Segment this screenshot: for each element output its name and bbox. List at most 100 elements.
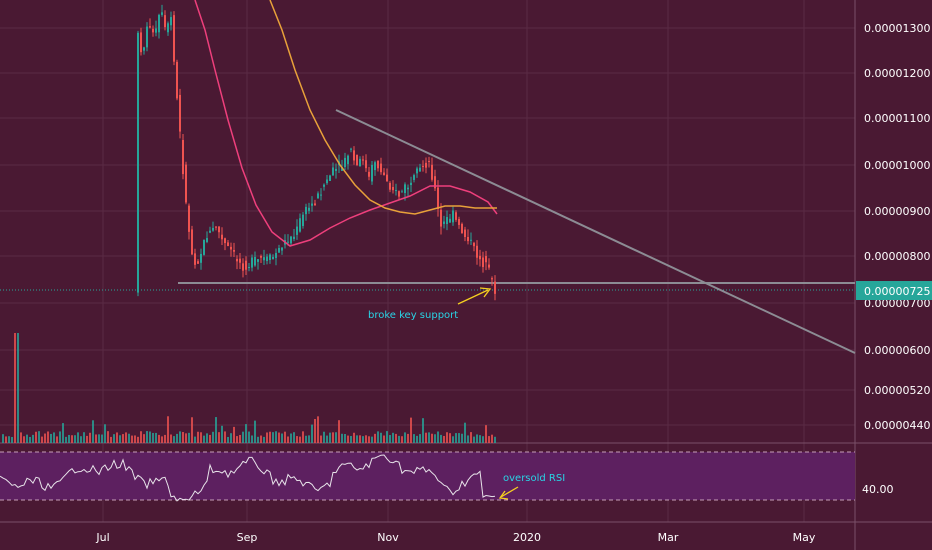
volume-bar [269, 431, 271, 443]
price-tick-label: 0.00001100 [864, 112, 930, 125]
volume-bar [245, 424, 247, 443]
candle-body [170, 17, 172, 26]
volume-bar [488, 436, 490, 443]
volume-bar [191, 417, 193, 443]
rsi-level-label: 40.00 [862, 483, 894, 496]
candle-body [146, 26, 148, 48]
volume-bar [359, 435, 361, 443]
candle-body [158, 14, 160, 33]
time-tick-label: May [793, 531, 816, 544]
volume-bar [215, 417, 217, 443]
candle-body [488, 264, 490, 268]
candle-body [377, 160, 379, 169]
volume-bar [80, 436, 82, 443]
volume-bar [194, 436, 196, 443]
volume-bar [242, 431, 244, 443]
volume-bar [131, 435, 133, 443]
volume-bar [428, 432, 430, 443]
volume-bar [311, 424, 313, 443]
candle-body [272, 256, 274, 260]
volume-bar [344, 433, 346, 443]
candle-body [335, 168, 337, 171]
candle-body [344, 157, 346, 168]
volume-bar [476, 434, 478, 443]
candle-body [143, 47, 145, 51]
candle-body [260, 255, 262, 258]
candle-body [212, 227, 214, 231]
volume-bar [224, 431, 226, 443]
volume-bar [254, 420, 256, 443]
candle-body [302, 214, 304, 226]
price-tick-label: 0.00001000 [864, 159, 930, 172]
volume-bar [239, 434, 241, 443]
candle-body [416, 168, 418, 174]
volume-bar [107, 431, 109, 443]
volume-bar [308, 435, 310, 443]
candle-body [251, 257, 253, 268]
price-tick-label: 0.00000440 [864, 419, 930, 432]
volume-bar [185, 433, 187, 443]
price-tick-label: 0.00000600 [864, 344, 930, 357]
volume-bar [83, 432, 85, 443]
candle-body [242, 263, 244, 271]
candle-body [428, 160, 430, 162]
candle-body [458, 219, 460, 225]
price-tick-label: 0.00000520 [864, 384, 930, 397]
volume-bar [251, 435, 253, 443]
volume-bar [113, 434, 115, 443]
candle-body [236, 258, 238, 262]
volume-bar [320, 435, 322, 443]
volume-bar [26, 434, 28, 443]
volume-bar [47, 431, 49, 443]
candle-body [353, 150, 355, 161]
volume-bar [56, 436, 58, 443]
volume-bar [293, 432, 295, 443]
volume-bar [353, 432, 355, 443]
candle-body [308, 207, 310, 211]
volume-bar [173, 436, 175, 443]
candle-body [227, 242, 229, 246]
current-price-badge: 0.00000725 [856, 281, 932, 300]
candle-body [200, 253, 202, 263]
volume-bar [104, 424, 106, 443]
candle-body [359, 158, 361, 167]
volume-bar [233, 426, 235, 443]
volume-bar [2, 434, 4, 443]
volume-bar [86, 435, 88, 443]
candle-body [437, 187, 439, 210]
candle-body [233, 250, 235, 252]
volume-bar [179, 431, 181, 443]
volume-bar [116, 432, 118, 443]
candle-body [473, 242, 475, 247]
time-tick-label: Mar [658, 531, 679, 544]
volume-bar [119, 435, 121, 443]
candle-body [332, 167, 334, 176]
volume-bar [143, 434, 145, 443]
volume-bar [89, 432, 91, 443]
candle-body [323, 184, 325, 187]
candle-body [404, 184, 406, 194]
time-tick-label: Nov [377, 531, 399, 544]
volume-bar [164, 434, 166, 443]
volume-bar [137, 436, 139, 443]
volume-bar [362, 436, 364, 443]
volume-bar [431, 433, 433, 443]
volume-bar [149, 431, 151, 443]
volume-bar [53, 432, 55, 443]
volume-bar [368, 436, 370, 443]
volume-bar [278, 432, 280, 443]
volume-bar [5, 436, 7, 443]
volume-bar [449, 433, 451, 443]
moving-average-fast [194, 0, 498, 247]
volume-bar [275, 431, 277, 443]
candle-body [230, 246, 232, 250]
candle-body [245, 260, 247, 270]
volume-bar [200, 432, 202, 443]
volume-bar [281, 433, 283, 443]
candle-body [140, 32, 142, 53]
volume-bar [209, 434, 211, 443]
volume-bar [407, 433, 409, 443]
price-tick-label: 0.00001300 [864, 22, 930, 35]
volume-bar [425, 432, 427, 443]
